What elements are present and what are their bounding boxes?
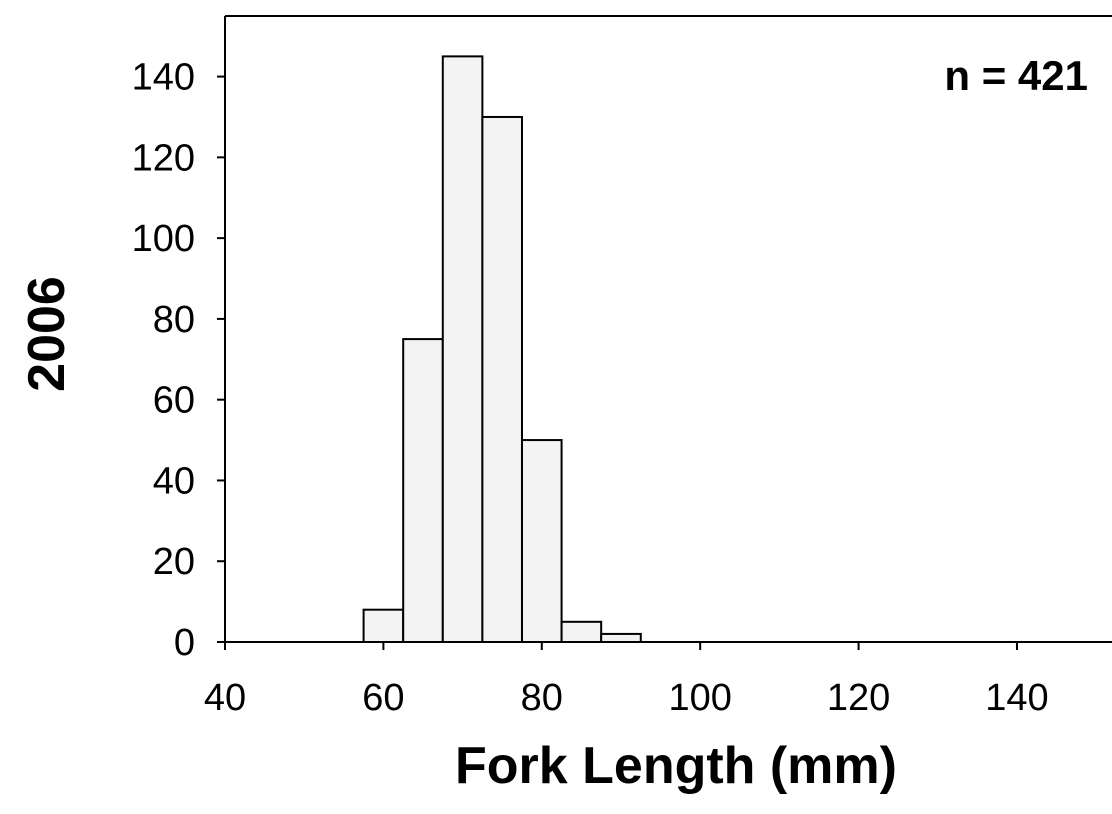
y-axis-ticks: 0 20 40 60 80 100 120 140: [132, 57, 225, 664]
histogram-bar-0: [362, 608, 405, 643]
x-tick-label-5: 140: [985, 677, 1048, 719]
x-tick-label-3: 100: [668, 677, 731, 719]
histogram-bar-1: [402, 338, 444, 643]
y-tick-label-2: 40: [153, 460, 195, 502]
y-tick-label-6: 120: [132, 137, 195, 179]
y-tick-label-4: 80: [153, 299, 195, 341]
plot-area: [224, 15, 1112, 643]
annotation-n: n = 421: [944, 52, 1088, 99]
y-tick-label-5: 100: [132, 218, 195, 260]
x-tick-label-0: 40: [204, 677, 246, 719]
x-axis-ticks: 40 60 80 100 120 140: [204, 642, 1049, 719]
y-tick-label-1: 20: [153, 541, 195, 583]
y-tick-label-0: 0: [174, 622, 195, 664]
histogram-bar-4: [520, 439, 563, 643]
y-tick-label-7: 140: [132, 57, 195, 99]
histogram-bar-5: [560, 620, 603, 644]
bars-group: [362, 55, 642, 644]
y-tick-label-3: 60: [153, 380, 195, 422]
histogram-bar-3: [481, 115, 523, 644]
y-axis-title: 2006: [18, 276, 76, 392]
histogram-bar-6: [600, 632, 642, 644]
x-tick-label-2: 80: [521, 677, 563, 719]
x-tick-label-1: 60: [362, 677, 404, 719]
histogram-bar-2: [441, 55, 484, 644]
x-tick-label-4: 120: [827, 677, 890, 719]
x-axis-title: Fork Length (mm): [455, 737, 897, 795]
